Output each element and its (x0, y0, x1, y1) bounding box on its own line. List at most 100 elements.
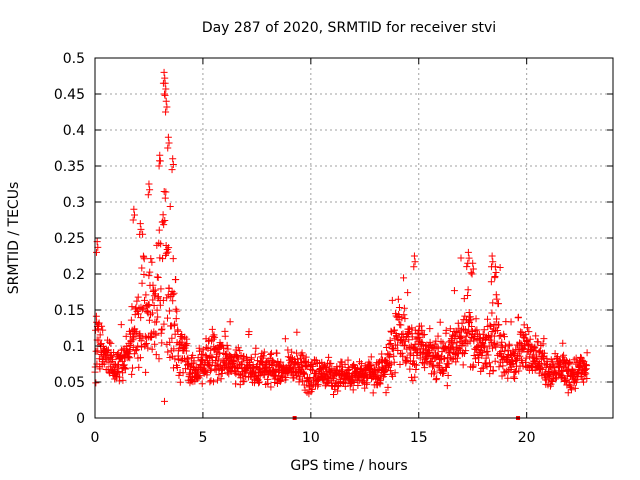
data-point (578, 356, 586, 364)
data-point (479, 349, 487, 357)
data-point (176, 378, 184, 386)
data-point (153, 318, 161, 326)
data-point (429, 363, 437, 371)
data-point (468, 270, 476, 278)
data-point (98, 322, 106, 330)
data-point (344, 356, 352, 364)
data-point (136, 230, 144, 238)
data-point (199, 350, 207, 358)
data-point (488, 252, 496, 260)
data-point (113, 372, 121, 380)
data-point (463, 329, 471, 337)
data-point (566, 359, 574, 367)
data-point (157, 285, 165, 293)
data-point (457, 254, 465, 262)
data-point (267, 383, 275, 391)
data-point (349, 377, 357, 385)
data-point (232, 370, 240, 378)
data-point (120, 361, 128, 369)
data-point (130, 205, 138, 213)
data-point (469, 361, 477, 369)
x-tick-label: 15 (410, 430, 428, 446)
data-point (172, 315, 180, 323)
data-point (117, 353, 125, 361)
data-point (169, 161, 177, 169)
data-point (209, 378, 217, 386)
data-point (571, 384, 579, 392)
data-point (501, 368, 509, 376)
y-tick-label: 0.3 (63, 195, 85, 211)
data-point (426, 338, 434, 346)
data-point (497, 348, 505, 356)
data-point (312, 356, 320, 364)
data-point (325, 353, 333, 361)
data-point (202, 343, 210, 351)
data-point (138, 279, 146, 287)
data-point (444, 371, 452, 379)
data-point (154, 293, 162, 301)
data-point (172, 276, 180, 284)
data-point (411, 373, 419, 381)
data-point (349, 386, 357, 394)
data-point (523, 336, 531, 344)
data-point (164, 133, 172, 141)
data-point (442, 326, 450, 334)
data-point (572, 378, 580, 386)
data-point (426, 325, 434, 333)
data-point (538, 365, 546, 373)
data-point (272, 372, 280, 380)
data-point (169, 255, 177, 263)
y-tick-label: 0.05 (54, 375, 85, 391)
data-point (457, 334, 465, 342)
data-point (582, 370, 590, 378)
data-point (458, 319, 466, 327)
data-point (156, 151, 164, 159)
data-point (367, 361, 375, 369)
data-point (526, 335, 534, 343)
data-point (380, 369, 388, 377)
data-point (441, 354, 449, 362)
data-point (173, 363, 181, 371)
data-point (473, 326, 481, 334)
data-point (269, 357, 277, 365)
data-point (445, 360, 453, 368)
data-point (462, 332, 470, 340)
data-point (468, 323, 476, 331)
data-point (464, 248, 472, 256)
y-tick-label: 0.4 (63, 123, 85, 139)
data-point (491, 274, 499, 282)
data-point (221, 350, 229, 358)
data-point (434, 332, 442, 340)
data-point (330, 390, 338, 398)
data-point (559, 339, 567, 347)
data-point (128, 303, 136, 311)
data-point (149, 296, 157, 304)
data-point (140, 253, 148, 261)
data-point (141, 296, 149, 304)
data-point (574, 369, 582, 377)
data-point (122, 332, 130, 340)
data-point (467, 316, 475, 324)
data-point (211, 333, 219, 341)
data-point (168, 166, 176, 174)
data-point (412, 366, 420, 374)
data-point (164, 144, 172, 152)
y-tick-label: 0.25 (54, 231, 85, 247)
data-point (142, 291, 150, 299)
data-point (354, 382, 362, 390)
data-point (107, 339, 115, 347)
data-point (415, 333, 423, 341)
data-point (163, 103, 171, 111)
data-point (162, 97, 170, 105)
data-point (511, 374, 519, 382)
data-point (234, 365, 242, 373)
data-point (177, 338, 185, 346)
data-point (182, 347, 190, 355)
data-point (314, 382, 322, 390)
data-point (400, 274, 408, 282)
data-point (140, 255, 148, 263)
data-point (159, 255, 167, 263)
data-point (470, 351, 478, 359)
data-point (558, 367, 566, 375)
data-point (146, 186, 154, 194)
